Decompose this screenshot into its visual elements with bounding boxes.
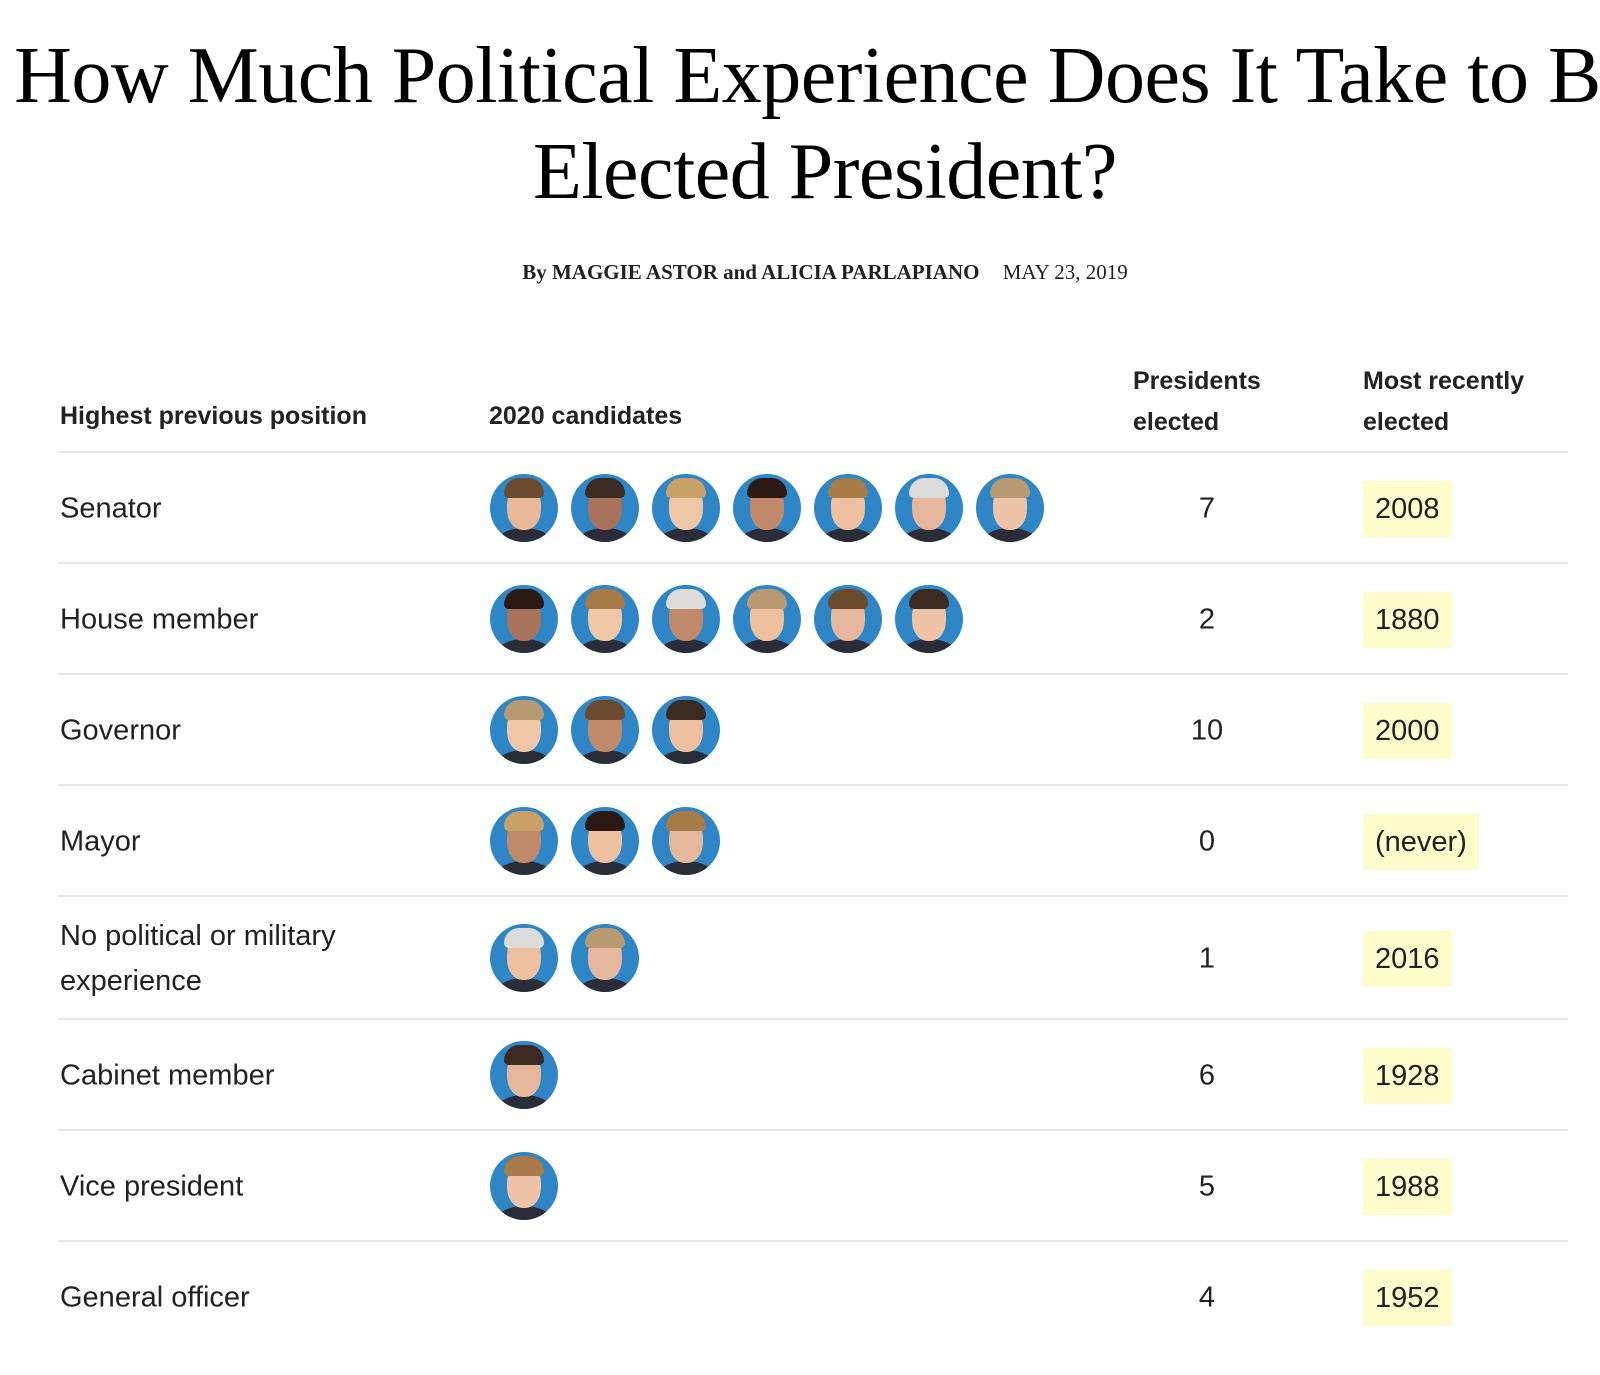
position-label: Senator [60, 492, 162, 524]
most-recent-badge: 1928 [1363, 1047, 1452, 1104]
candidate-avatar [652, 584, 720, 653]
table-row: General officer 4 1952 [58, 1240, 1568, 1353]
candidate-avatar [490, 806, 558, 875]
candidate-avatars [490, 806, 720, 877]
table-row: Vice president 5 1988 [58, 1129, 1568, 1242]
table-row: Governor 10 2000 [58, 673, 1568, 786]
most-recent-badge: (never) [1363, 813, 1479, 870]
byline-prefix: By [522, 260, 547, 284]
page-title: How Much Political Experience Does It Ta… [14, 32, 1600, 216]
position-label: Cabinet member [60, 1059, 275, 1091]
column-header-presidents: Presidents elected [1133, 367, 1261, 436]
column-header-recent: Most recently elected [1363, 367, 1525, 436]
candidate-avatars [490, 695, 720, 766]
candidate-avatars [490, 923, 639, 994]
candidate-avatar [490, 473, 558, 542]
table-row: Cabinet member 6 1928 [58, 1018, 1568, 1131]
most-recent-badge: 1988 [1363, 1158, 1452, 1215]
position-label: No political or military experience [60, 919, 336, 997]
candidate-avatar [895, 584, 963, 653]
candidate-avatar [733, 473, 801, 542]
candidate-avatar [490, 695, 558, 764]
candidate-avatar [490, 584, 558, 653]
candidate-avatar [490, 1151, 558, 1220]
byline-date: MAY 23, 2019 [1002, 260, 1128, 284]
position-label: Governor [60, 714, 181, 746]
most-recent-badge: 1952 [1363, 1269, 1452, 1326]
most-recent-badge: 2008 [1363, 480, 1452, 537]
position-label: General officer [60, 1281, 250, 1313]
candidate-avatar [733, 584, 801, 653]
presidents-elected: 1 [1198, 942, 1216, 974]
candidate-avatar [814, 584, 882, 653]
candidate-avatars [490, 584, 963, 655]
column-header-candidates: 2020 candidates [489, 402, 683, 430]
candidate-avatar [652, 806, 720, 875]
presidents-elected: 2 [1198, 603, 1216, 635]
presidents-elected: 6 [1198, 1059, 1216, 1091]
candidate-avatar [571, 473, 639, 542]
candidate-avatar [571, 923, 639, 992]
position-label: Mayor [60, 825, 141, 857]
candidate-avatar [571, 806, 639, 875]
table-row: Senator 7 2008 [58, 451, 1568, 564]
candidate-avatar [976, 473, 1044, 542]
candidate-avatars [490, 473, 1044, 544]
position-label: Vice president [60, 1170, 244, 1202]
candidate-avatar [652, 473, 720, 542]
candidate-avatar [571, 584, 639, 653]
candidate-avatar [490, 1040, 558, 1109]
table-row: No political or military experience 1 2016 [58, 895, 1568, 1020]
candidate-avatars [490, 1151, 558, 1222]
candidate-avatar [571, 695, 639, 764]
table-row: Mayor 0 (never) [58, 784, 1568, 897]
candidate-avatars [490, 1040, 558, 1111]
column-header-position: Highest previous position [60, 402, 367, 430]
candidate-avatar [814, 473, 882, 542]
most-recent-badge: 2016 [1363, 930, 1452, 987]
position-label: House member [60, 603, 259, 635]
candidate-avatar [652, 695, 720, 764]
most-recent-badge: 2000 [1363, 702, 1452, 759]
table-row: House member 2 1880 [58, 562, 1568, 675]
presidents-elected: 4 [1198, 1281, 1216, 1313]
presidents-elected: 7 [1198, 492, 1216, 524]
candidate-avatar [490, 923, 558, 992]
byline-authors: MAGGIE ASTOR and ALICIA PARLAPIANO [551, 260, 980, 284]
byline: By MAGGIE ASTOR and ALICIA PARLAPIANO MA… [0, 260, 1600, 285]
candidate-avatar [895, 473, 963, 542]
presidents-elected: 5 [1198, 1170, 1216, 1202]
most-recent-badge: 1880 [1363, 591, 1452, 648]
presidents-elected: 0 [1198, 825, 1216, 857]
presidents-elected: 10 [1190, 714, 1224, 746]
